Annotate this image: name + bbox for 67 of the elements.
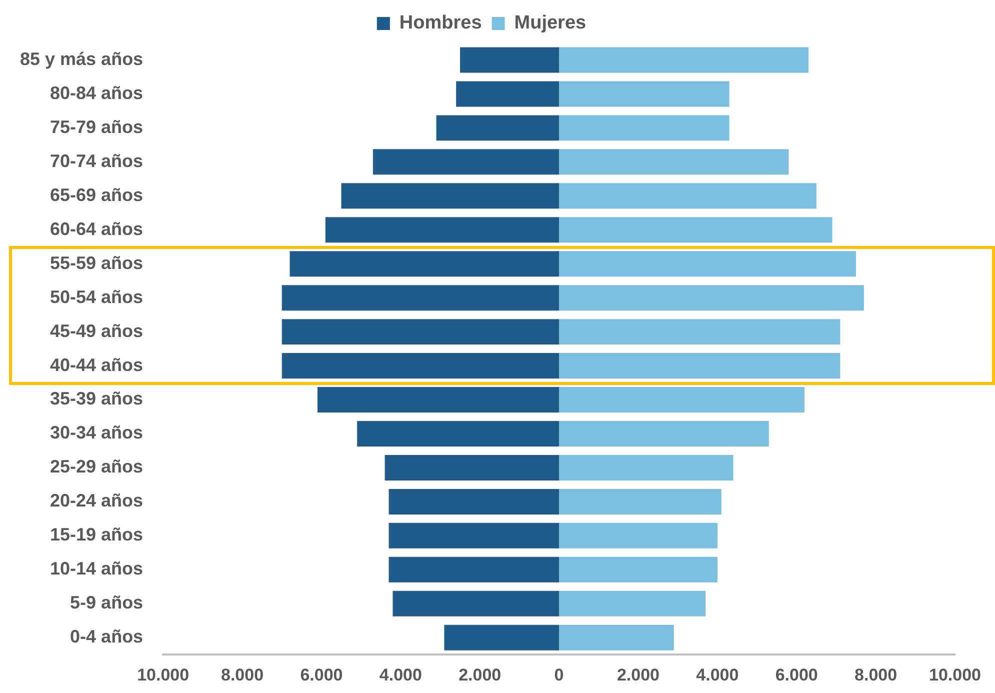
bar (559, 454, 734, 480)
y-tick-label: 55-59 años (50, 252, 144, 273)
bar (282, 285, 560, 311)
bar (559, 217, 832, 243)
bar (559, 319, 840, 345)
bar (388, 522, 560, 548)
y-tick-label: 35-39 años (50, 388, 144, 409)
bar (559, 590, 706, 616)
bar (559, 47, 808, 73)
bar (372, 149, 560, 175)
bar (559, 81, 730, 107)
y-tick-label: 45-49 años (50, 320, 144, 341)
x-tick-label: 8.000 (854, 665, 898, 684)
y-tick-label: 40-44 años (50, 354, 144, 375)
bar (559, 387, 805, 413)
y-tick-label: 0-4 años (70, 626, 144, 647)
y-tick-label: 25-29 años (50, 456, 144, 477)
bar (436, 115, 560, 141)
bar (559, 285, 864, 311)
bar (341, 183, 560, 209)
x-tick-label: 6.000 (775, 665, 818, 684)
bar (318, 387, 560, 413)
bar (559, 488, 722, 514)
bar (290, 251, 560, 277)
bar (282, 353, 560, 379)
bar (444, 624, 560, 650)
x-tick-label: 10.000 (929, 665, 981, 684)
y-tick-label: 80-84 años (50, 82, 144, 103)
x-tick-label: 4.000 (696, 665, 739, 684)
y-tick-label: 60-64 años (50, 218, 144, 239)
bar (388, 488, 560, 514)
bar (325, 217, 560, 243)
y-tick-label: 70-74 años (50, 150, 144, 171)
legend-label: Hombres (399, 12, 482, 34)
x-tick-label: 8.000 (220, 665, 264, 684)
x-tick-label: 2.000 (458, 665, 502, 684)
bar (282, 319, 560, 345)
bar (559, 624, 674, 650)
bar (559, 522, 718, 548)
y-tick-label: 30-34 años (50, 422, 144, 443)
x-tick-label: 0 (554, 665, 564, 684)
y-tick-label: 15-19 años (50, 524, 144, 545)
bar (460, 47, 560, 73)
bar (559, 353, 840, 379)
bar (392, 590, 560, 616)
bar (357, 421, 560, 446)
y-tick-label: 65-69 años (50, 184, 144, 205)
x-tick-label: 10.000 (137, 665, 190, 684)
y-tick-label: 50-54 años (50, 286, 144, 307)
legend-label: Mujeres (514, 12, 586, 34)
bar (559, 556, 718, 582)
y-tick-label: 5-9 años (70, 592, 144, 613)
bar (456, 81, 560, 107)
bar (388, 556, 560, 582)
y-tick-label: 75-79 años (50, 116, 144, 137)
y-tick-label: 85 y más años (20, 48, 144, 69)
y-tick-label: 10-14 años (50, 558, 144, 579)
bar (559, 421, 769, 446)
bar (559, 149, 789, 175)
y-tick-label: 20-24 años (50, 490, 144, 511)
x-tick-label: 6.000 (300, 665, 343, 684)
bar (384, 454, 560, 480)
bar (559, 183, 816, 209)
bar (559, 251, 856, 277)
x-tick-label: 2.000 (616, 665, 660, 684)
bar (559, 115, 730, 141)
x-tick-label: 4.000 (379, 665, 422, 684)
